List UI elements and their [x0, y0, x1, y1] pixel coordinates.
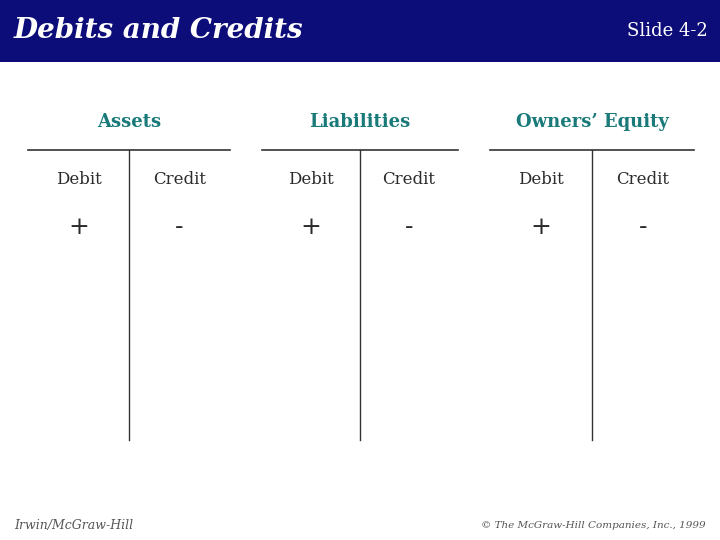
Text: Credit: Credit: [382, 172, 436, 188]
Text: Irwin/McGraw-Hill: Irwin/McGraw-Hill: [14, 519, 133, 532]
Text: Debit: Debit: [288, 172, 334, 188]
Text: -: -: [639, 217, 647, 240]
Text: Owners’ Equity: Owners’ Equity: [516, 113, 668, 131]
Text: Debit: Debit: [518, 172, 564, 188]
Text: © The McGraw-Hill Companies, Inc., 1999: © The McGraw-Hill Companies, Inc., 1999: [482, 522, 706, 530]
Text: Credit: Credit: [616, 172, 670, 188]
Text: Assets: Assets: [97, 113, 161, 131]
Text: +: +: [300, 217, 321, 240]
Text: +: +: [68, 217, 89, 240]
Text: -: -: [405, 217, 413, 240]
Text: Debits and Credits: Debits and Credits: [14, 17, 304, 44]
Text: Slide 4-2: Slide 4-2: [627, 22, 708, 40]
Text: Credit: Credit: [153, 172, 206, 188]
Text: Liabilities: Liabilities: [310, 113, 410, 131]
Bar: [0, 0, 720, 62]
Text: Debit: Debit: [55, 172, 102, 188]
Text: +: +: [531, 217, 552, 240]
Text: -: -: [175, 217, 184, 240]
